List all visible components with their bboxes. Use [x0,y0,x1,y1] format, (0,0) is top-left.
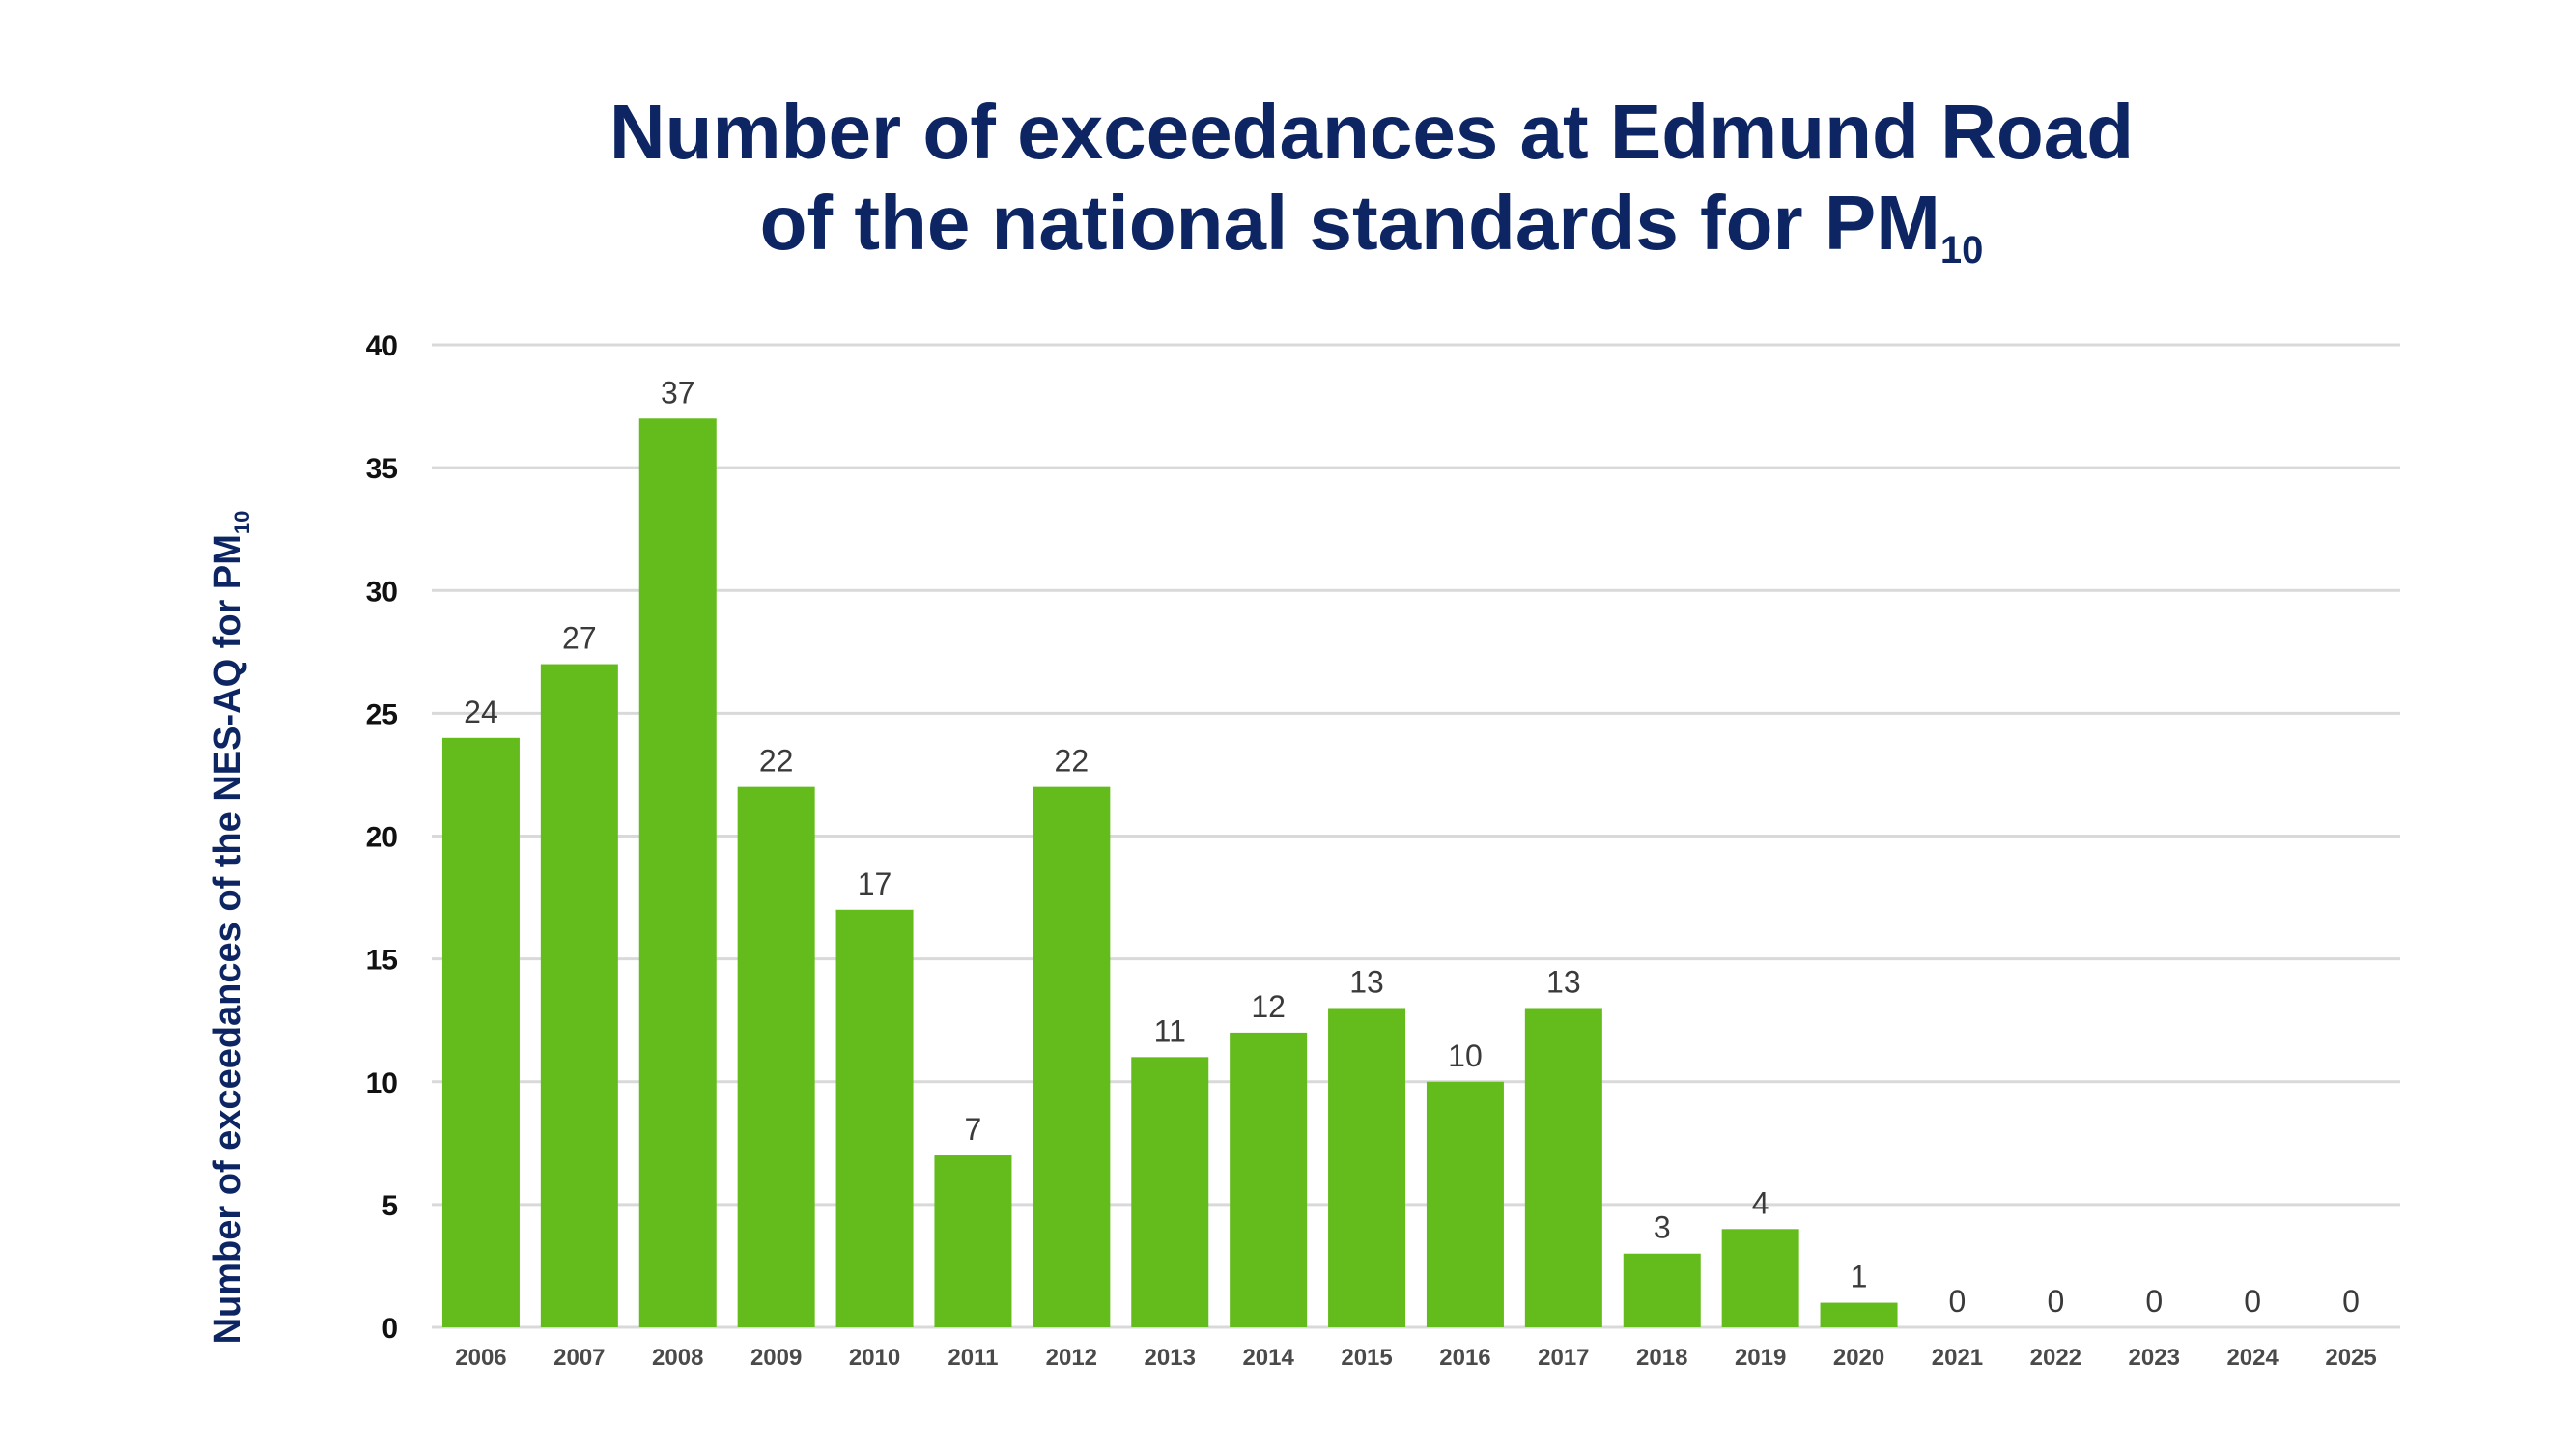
data-label-2025: 0 [2342,1284,2360,1319]
x-tick-label: 2020 [1833,1345,1884,1371]
y-tick-label: 35 [366,453,398,485]
bars [441,418,1898,1327]
y-axis-label-subscript: 10 [230,511,254,534]
bar-2014 [1230,1032,1308,1327]
chart-title: Number of exceedances at Edmund Road of … [0,87,2576,271]
bar-2019 [1721,1229,1799,1327]
data-label-2013: 11 [1154,1013,1186,1048]
x-tick-label: 2022 [2030,1345,2081,1371]
bar-2008 [638,418,717,1327]
bar-2018 [1623,1253,1701,1327]
x-tick-label: 2012 [1046,1345,1097,1371]
x-tick-label: 2006 [455,1345,506,1371]
data-label-2006: 24 [464,695,498,729]
bar-2010 [835,909,914,1327]
y-tick-label: 5 [382,1190,398,1222]
x-tick-label: 2015 [1341,1345,1392,1371]
y-tick-label: 20 [366,822,398,854]
bar-2020 [1820,1302,1898,1327]
data-label-2015: 13 [1349,964,1384,999]
x-tick-label: 2017 [1538,1345,1589,1371]
x-axis-ticks: 2006 2007 2008 2009 2010 2011 2012 2013 2014 2015… [455,1345,2376,1371]
x-tick-label: 2024 [2226,1345,2279,1371]
bar-2015 [1328,1008,1406,1327]
data-label-2023: 0 [2145,1284,2163,1319]
data-label-2022: 0 [2047,1284,2064,1319]
x-tick-label: 2016 [1439,1345,1490,1371]
y-tick-label: 25 [366,698,398,730]
bar-2016 [1426,1081,1504,1327]
x-tick-label: 2023 [2129,1345,2180,1371]
x-tick-label: 2007 [553,1345,605,1371]
bar-2012 [1033,786,1111,1327]
x-tick-label: 2019 [1735,1345,1786,1371]
bar-2006 [441,737,520,1327]
data-label-2024: 0 [2244,1284,2261,1319]
chart-title-line-1: Number of exceedances at Edmund Road [609,89,2135,175]
x-tick-label: 2011 [948,1345,998,1371]
x-tick-label: 2018 [1636,1345,1687,1371]
chart-title-subscript: 10 [1939,229,1984,271]
x-tick-label: 2014 [1242,1345,1294,1371]
x-tick-label: 2008 [652,1345,703,1371]
data-label-2017: 13 [1546,964,1581,999]
data-label-2014: 12 [1251,989,1286,1024]
data-label-2011: 7 [965,1112,982,1147]
data-label-2009: 22 [759,744,794,779]
x-tick-label: 2021 [1932,1345,1983,1371]
data-label-2021: 0 [1949,1284,1967,1319]
chart-title-line-2: of the national standards for PM10 [0,178,2576,271]
bar-2009 [737,786,815,1327]
y-tick-label: 30 [366,576,398,608]
x-tick-label: 2013 [1145,1345,1196,1371]
x-tick-label: 2025 [2325,1345,2376,1371]
y-axis-label-text: Number of exceedances of the NES-AQ for … [208,534,248,1344]
bar-2013 [1131,1057,1209,1327]
bar-2007 [540,664,618,1327]
bar-2017 [1524,1008,1602,1327]
gridlines [432,343,2400,1329]
data-label-2019: 4 [1752,1185,1769,1220]
y-axis-ticks: 0 5 10 15 20 25 30 35 40 [366,330,398,1345]
data-label-2010: 17 [858,867,892,901]
y-tick-label: 10 [366,1067,398,1099]
y-tick-label: 40 [366,330,398,362]
chart-title-line-2-text: of the national standards for PM [759,180,1940,266]
data-label-2012: 22 [1055,744,1090,779]
data-label-2018: 3 [1654,1210,1671,1245]
data-label-2008: 37 [661,375,695,410]
y-tick-label: 0 [382,1313,398,1345]
x-tick-label: 2010 [849,1345,900,1371]
y-tick-label: 15 [366,945,398,977]
y-axis-label: Number of exceedances of the NES-AQ for … [208,511,254,1345]
data-label-2020: 1 [1851,1260,1868,1294]
data-label-2007: 27 [562,621,597,656]
data-label-2016: 10 [1448,1038,1483,1073]
x-tick-label: 2009 [750,1345,802,1371]
bar-2011 [934,1155,1012,1327]
